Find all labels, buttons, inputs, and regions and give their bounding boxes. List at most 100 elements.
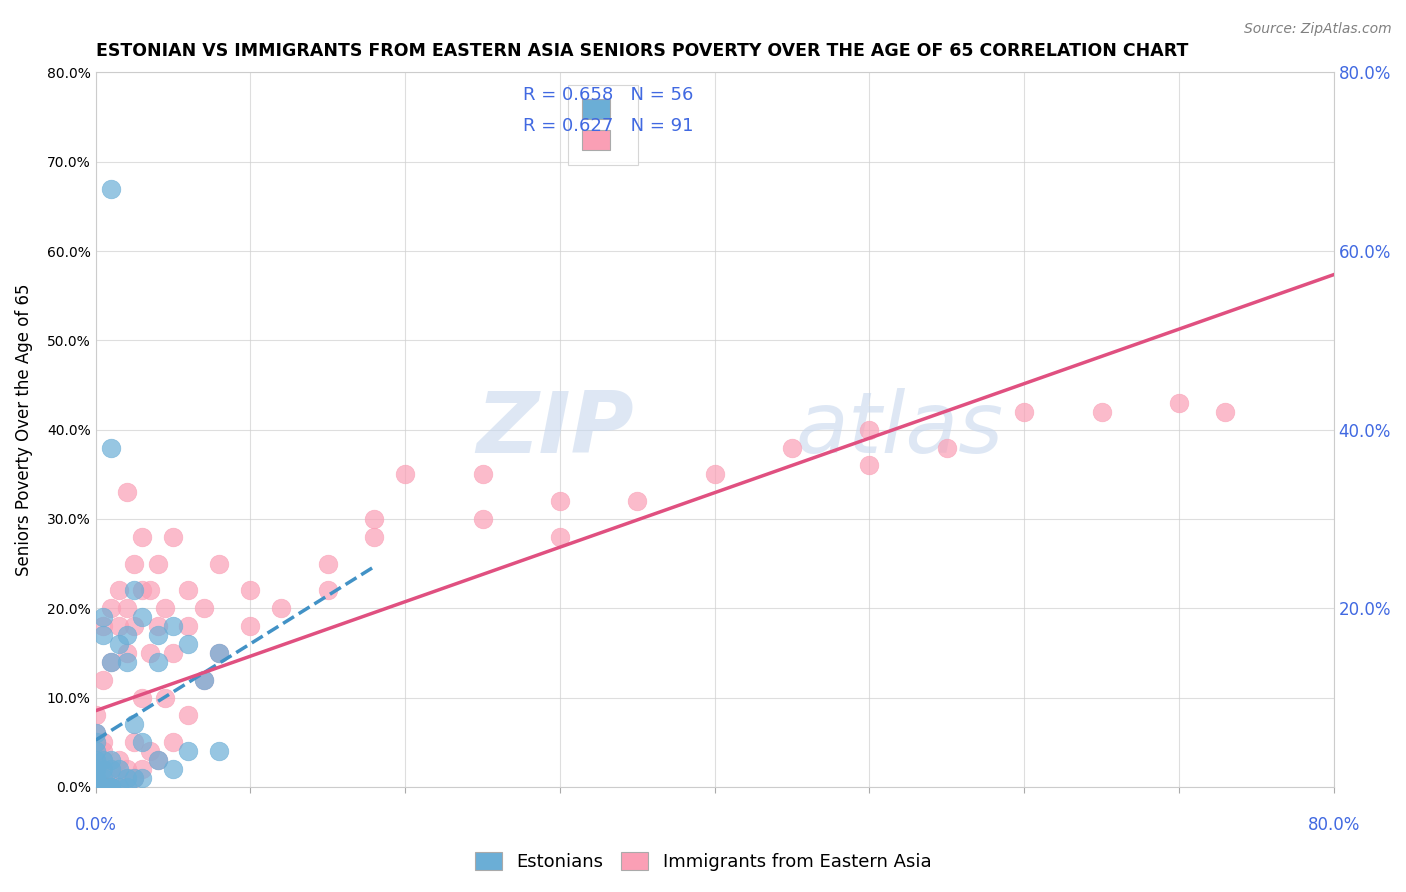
Point [100, 762, 122, 776]
Text: R = 0.627   N = 91: R = 0.627 N = 91 [523, 117, 693, 135]
Point [146, 753, 169, 767]
Point [115, 771, 138, 785]
Point [548, 530, 571, 544]
Point [124, 557, 146, 571]
Point [208, 744, 231, 758]
Point [208, 646, 231, 660]
Point [858, 458, 880, 473]
Point [131, 771, 153, 785]
Point [93, 753, 115, 767]
Point [162, 735, 184, 749]
Point [139, 744, 162, 758]
Point [115, 762, 138, 776]
Text: R = 0.658   N = 56: R = 0.658 N = 56 [523, 86, 693, 103]
Point [115, 628, 138, 642]
Point [84, 780, 107, 794]
Point [131, 610, 153, 624]
Point [155, 601, 177, 615]
Point [124, 583, 146, 598]
Point [84, 771, 107, 785]
Y-axis label: Seniors Poverty Over the Age of 65: Seniors Poverty Over the Age of 65 [15, 284, 32, 576]
Point [162, 646, 184, 660]
Point [84, 762, 107, 776]
Point [131, 583, 153, 598]
Point [84, 780, 107, 794]
Point [363, 530, 385, 544]
Point [100, 601, 122, 615]
Point [1012, 405, 1035, 419]
Point [208, 646, 231, 660]
Point [100, 181, 122, 195]
Point [146, 619, 169, 633]
Point [84, 780, 107, 794]
Point [177, 583, 200, 598]
Point [208, 557, 231, 571]
Point [626, 494, 648, 508]
Point [84, 780, 107, 794]
Point [115, 601, 138, 615]
Point [84, 771, 107, 785]
Point [93, 771, 115, 785]
Point [177, 637, 200, 651]
Point [162, 530, 184, 544]
Point [146, 753, 169, 767]
Point [84, 780, 107, 794]
Legend: Estonians, Immigrants from Eastern Asia: Estonians, Immigrants from Eastern Asia [467, 845, 939, 879]
Point [177, 619, 200, 633]
Text: ZIP: ZIP [477, 388, 634, 471]
Point [93, 628, 115, 642]
Point [115, 771, 138, 785]
Point [93, 780, 115, 794]
Point [1090, 405, 1112, 419]
Point [548, 494, 571, 508]
Point [115, 655, 138, 669]
Point [84, 780, 107, 794]
Point [100, 780, 122, 794]
Point [316, 557, 339, 571]
Point [146, 557, 169, 571]
Point [100, 780, 122, 794]
Point [108, 753, 131, 767]
Point [93, 753, 115, 767]
Text: atlas: atlas [796, 388, 1002, 471]
Point [84, 753, 107, 767]
Point [84, 735, 107, 749]
Point [93, 780, 115, 794]
Point [84, 780, 107, 794]
Point [177, 744, 200, 758]
Point [84, 726, 107, 740]
Point [155, 690, 177, 705]
Text: 80.0%: 80.0% [1308, 815, 1360, 833]
Point [100, 655, 122, 669]
Point [146, 655, 169, 669]
Point [84, 780, 107, 794]
Point [124, 771, 146, 785]
Point [84, 735, 107, 749]
Point [363, 512, 385, 526]
Point [316, 583, 339, 598]
Point [93, 619, 115, 633]
Point [100, 655, 122, 669]
Point [93, 762, 115, 776]
Point [108, 583, 131, 598]
Point [84, 780, 107, 794]
Point [177, 708, 200, 723]
Point [93, 780, 115, 794]
Point [84, 708, 107, 723]
Point [780, 441, 803, 455]
Point [124, 735, 146, 749]
Point [108, 762, 131, 776]
Point [84, 780, 107, 794]
Point [100, 771, 122, 785]
Point [239, 619, 262, 633]
Point [193, 673, 215, 687]
Text: Source: ZipAtlas.com: Source: ZipAtlas.com [1244, 22, 1392, 37]
Point [93, 780, 115, 794]
Point [858, 423, 880, 437]
Point [84, 744, 107, 758]
Point [108, 637, 131, 651]
Point [146, 628, 169, 642]
Point [115, 646, 138, 660]
Point [84, 762, 107, 776]
Point [93, 780, 115, 794]
